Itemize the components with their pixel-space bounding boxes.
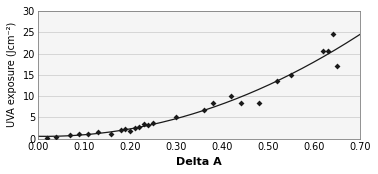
Point (325, 50, 331, 53)
Point (201, 109, 207, 112)
Point (44, 136, 50, 139)
Point (237, 101, 243, 104)
Point (85, 133, 91, 136)
Point (127, 130, 133, 132)
Y-axis label: UVA exposure (Jcm⁻²): UVA exposure (Jcm⁻²) (7, 22, 17, 128)
Point (334, 65, 340, 68)
Point (94, 131, 101, 134)
Point (145, 124, 151, 126)
Point (132, 127, 138, 129)
Point (150, 122, 156, 124)
X-axis label: Delta A: Delta A (176, 157, 222, 167)
Point (256, 101, 262, 104)
Point (173, 115, 179, 118)
Point (228, 94, 234, 97)
Point (136, 125, 142, 128)
Point (321, 50, 327, 53)
Point (288, 73, 294, 76)
Point (118, 129, 124, 132)
Point (67, 134, 73, 137)
Point (122, 128, 129, 131)
Point (76, 133, 82, 136)
Point (108, 133, 115, 136)
Point (210, 101, 216, 104)
Point (141, 122, 147, 125)
Point (274, 80, 280, 83)
Point (53, 135, 59, 138)
Point (330, 33, 336, 36)
